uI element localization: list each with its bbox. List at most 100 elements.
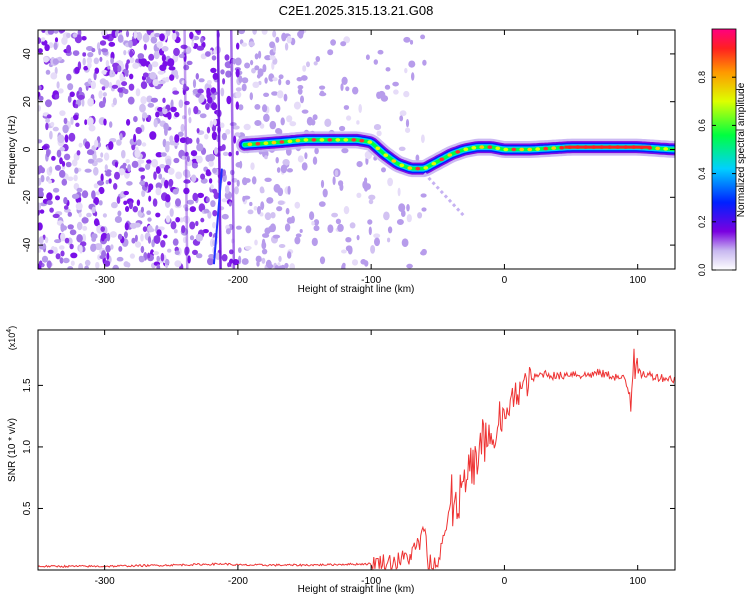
x-tick-label: 100 [629,576,646,587]
noise-speckle [169,208,174,217]
noise-speckle [127,96,135,105]
noise-speckle [287,251,292,259]
noise-speckle [146,210,152,215]
noise-speckle [54,239,62,244]
noise-speckle [415,154,420,162]
noise-speckle [74,66,80,74]
noise-speckle [78,212,82,218]
noise-speckle [167,167,175,175]
noise-speckle [109,70,113,78]
noise-speckle [105,179,109,185]
noise-speckle [84,259,91,266]
noise-speckle [137,159,145,164]
noise-speckle [297,85,304,90]
noise-speckle [178,99,184,108]
y-tick-label: 0.5 [22,501,33,515]
noise-speckle [159,33,165,42]
snr-plot-area [38,330,675,570]
noise-speckle [117,210,122,217]
noise-speckle [88,124,96,132]
noise-speckle [133,133,137,143]
noise-speckle [264,212,272,221]
noise-speckle [67,83,74,91]
x-tick-label: 100 [629,275,646,286]
noise-speckle [281,32,287,42]
noise-speckle [65,161,72,168]
signal-hotspot [263,141,269,145]
noise-speckle [105,171,112,177]
noise-speckle [185,151,189,157]
noise-speckle [86,149,95,156]
noise-speckle [109,121,113,128]
noise-speckle [299,30,305,36]
noise-speckle [221,254,228,262]
noise-speckle [202,229,209,234]
noise-speckle [221,198,228,203]
spectrogram-y-label: Frequency (Hz) [7,116,18,185]
noise-speckle [368,226,372,236]
noise-speckle [192,192,198,202]
noise-speckle [69,229,77,236]
noise-speckle [276,206,283,212]
noise-speckle [258,50,262,59]
noise-speckle [159,64,167,71]
noise-speckle [174,134,180,143]
noise-speckle [387,226,393,234]
noise-speckle [86,57,93,64]
colorbar-gradient [711,28,737,271]
noise-speckle [224,185,230,194]
noise-speckle [66,32,71,39]
noise-speckle [193,106,199,115]
noise-speckle [260,201,265,211]
noise-speckle [156,264,161,269]
noise-speckle [76,150,81,156]
signal-hotspot [527,147,533,152]
noise-speckle [156,229,162,237]
noise-speckle [81,98,85,107]
signal-hotspots [247,138,669,171]
noise-speckle [420,34,426,40]
noise-speckle [233,135,237,144]
noise-speckle [116,139,122,146]
noise-speckle [420,250,427,256]
noise-speckle [196,45,205,51]
noise-speckle [93,71,97,81]
noise-speckle [236,179,240,187]
noise-speckle [345,237,352,243]
noise-speckle [235,150,239,156]
x-tick-label: 0 [502,576,508,587]
noise-speckle [173,47,180,57]
noise-speckle [199,94,205,103]
y-tick-label: 1.0 [22,440,33,454]
noise-speckle [188,107,191,116]
noise-speckle [345,86,350,92]
noise-speckle [44,236,49,244]
noise-speckle [383,211,390,221]
noise-speckle [117,87,123,93]
noise-speckle [188,116,192,124]
noise-speckle [152,79,159,87]
noise-speckle [137,53,145,60]
noise-speckle [297,88,303,95]
noise-speckle [153,119,158,128]
noise-speckle [110,244,114,250]
noise-speckle [227,262,231,268]
signal-hotspot [655,146,661,151]
noise-speckle [397,187,401,197]
noise-speckle [170,221,177,230]
noise-speckle [296,77,303,82]
noise-speckle [87,78,92,85]
noise-speckle [144,181,149,188]
noise-speckle [318,201,326,207]
noise-speckle [236,42,240,50]
noise-speckle [289,121,297,127]
noise-speckle [140,96,147,105]
noise-speckle [44,44,50,52]
noise-speckle [205,103,210,110]
noise-speckle [151,158,159,168]
noise-speckle [195,234,203,242]
noise-speckle [331,212,338,218]
noise-speckle [181,80,187,85]
noise-speckle [212,72,219,80]
colorbar-tick-label: 0.8 [697,71,707,84]
